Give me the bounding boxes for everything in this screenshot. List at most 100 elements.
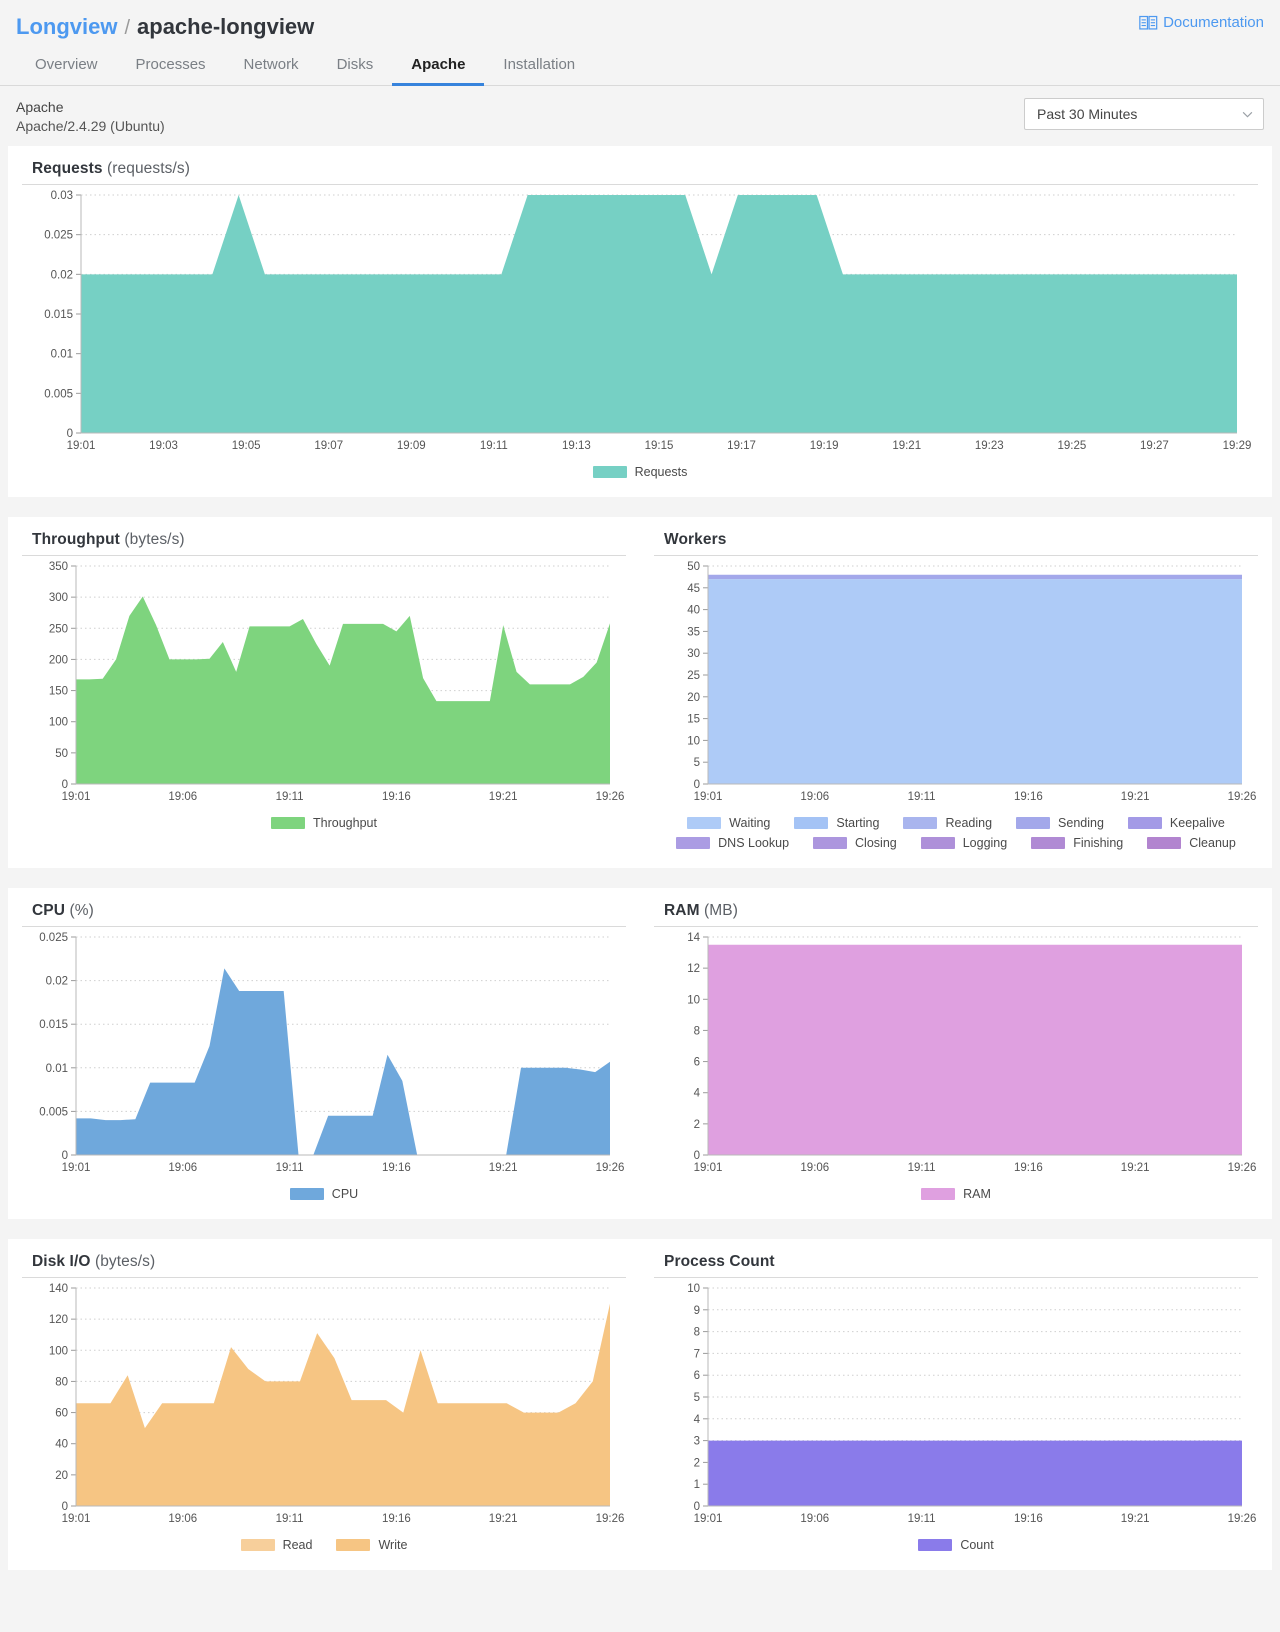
chart-title-process_count: Process Count	[664, 1253, 1258, 1271]
x-tick-label: 19:01	[694, 791, 723, 803]
chart-divider	[654, 925, 1258, 927]
x-tick-label: 19:21	[489, 1162, 518, 1174]
tab-overview[interactable]: Overview	[16, 50, 117, 86]
series-area-ram	[708, 944, 1242, 1155]
legend-label: Write	[378, 1537, 408, 1552]
tab-label: Processes	[135, 56, 206, 73]
legend-label: Read	[282, 1537, 313, 1552]
plot-area-throughput: 0 50 100 150 200 250 300 350 19:01 19:06 19:11 19:1…	[49, 561, 625, 803]
chart-title-workers: Workers	[664, 531, 1258, 549]
legend-swatch-icon	[813, 836, 848, 849]
plot-area-ram: 0 2 4 6 8 10 12 14 19:01 19:06 19:11 19:16 19:21 19:2…	[687, 932, 1256, 1174]
x-tick-label: 19:11	[276, 1162, 304, 1174]
y-tick-label: 12	[687, 963, 700, 975]
chart-divider	[22, 183, 1258, 185]
legend-swatch-icon	[903, 816, 938, 829]
plot-area-disk_io: 0 20 40 60 80 100 120 140 19:01 19:06 19:11 19:16 19…	[49, 1283, 625, 1525]
row-gap	[0, 1218, 1280, 1239]
tab-installation[interactable]: Installation	[484, 50, 594, 86]
y-tick-label: 0.025	[44, 229, 73, 241]
plot-wrapper: 0 5 10 15 20 25 30 35 40 45 50 19:01 19:06 19:11 19:16…	[654, 558, 1258, 808]
tab-disks[interactable]: Disks	[318, 50, 393, 86]
y-tick-label: 0.02	[51, 269, 73, 281]
x-tick-label: 19:17	[727, 440, 756, 452]
x-tick-label: 19:01	[694, 1513, 723, 1525]
x-tick-label: 19:16	[382, 1513, 411, 1525]
time-range-select[interactable]: Past 30 Minutes	[1024, 98, 1264, 130]
legend-swatch-icon	[240, 1538, 275, 1551]
breadcrumb-root-link[interactable]: Longview	[16, 14, 118, 39]
legend-swatch-icon	[1016, 816, 1051, 829]
plot-wrapper: 0 1 2 3 4 5 6 7 8 9 10 19:01 19:06 19:11 19:16 19:21 19:…	[654, 1280, 1258, 1530]
legend-label: Finishing	[1073, 835, 1124, 850]
y-tick-label: 0.01	[46, 1063, 68, 1075]
tab-label: Apache	[411, 56, 466, 73]
y-tick-label: 10	[687, 735, 700, 747]
legend-item-throughput[interactable]: Throughput	[271, 816, 377, 830]
legend-process_count: Count	[654, 1530, 1258, 1564]
y-tick-label: 30	[687, 648, 700, 660]
chart-disk_io: Disk I/O (bytes/s) 0 20 40 60 80 100 120 140 19:0…	[8, 1238, 640, 1570]
legend-item-read[interactable]: Read	[240, 1537, 313, 1552]
legend-item-sending[interactable]: Sending	[1016, 816, 1104, 830]
sub-header: Apache Apache/2.4.29 (Ubuntu) Past 30 Mi…	[0, 86, 1280, 146]
legend-item-count[interactable]: Count	[918, 1538, 994, 1552]
tab-apache[interactable]: Apache	[392, 50, 485, 86]
x-tick-label: 19:01	[62, 1513, 91, 1525]
y-tick-label: 120	[49, 1314, 68, 1326]
chart-divider	[654, 1276, 1258, 1278]
legend-item-logging[interactable]: Logging	[920, 836, 1007, 850]
legend-item-cpu[interactable]: CPU	[289, 1187, 358, 1201]
x-tick-label: 19:06	[168, 791, 197, 803]
tab-network[interactable]: Network	[225, 50, 318, 86]
y-tick-label: 14	[687, 932, 700, 944]
legend-ram: RAM	[654, 1179, 1258, 1213]
x-tick-label: 19:21	[489, 1513, 518, 1525]
y-tick-label: 0	[62, 779, 68, 791]
legend-item-waiting[interactable]: Waiting	[687, 816, 770, 830]
legend-item-starting[interactable]: Starting	[794, 816, 879, 830]
plot-wrapper: 0 0.005 0.01 0.015 0.02 0.025 19:01 19:06 19:11 1…	[22, 929, 626, 1179]
chart-unit-text: (requests/s)	[102, 159, 191, 177]
legend-item-dns-lookup[interactable]: DNS Lookup	[676, 836, 789, 850]
y-tick-label: 0.015	[39, 1019, 68, 1031]
x-tick-label: 19:06	[168, 1513, 197, 1525]
chart-divider	[22, 1276, 626, 1278]
panel-throughput: Throughput (bytes/s) 0 50 100 150 200 250 300 35…	[8, 516, 640, 868]
tab-label: Overview	[35, 56, 98, 73]
y-tick-label: 0	[694, 1501, 700, 1513]
legend-item-write[interactable]: Write	[336, 1538, 407, 1552]
documentation-label: Documentation	[1163, 14, 1264, 31]
tab-processes[interactable]: Processes	[117, 50, 225, 86]
y-tick-label: 35	[687, 626, 700, 638]
breadcrumb-separator: /	[124, 17, 131, 39]
y-tick-label: 200	[49, 654, 68, 666]
x-tick-label: 19:11	[276, 1513, 304, 1525]
y-tick-label: 0.015	[44, 309, 73, 321]
y-tick-label: 7	[694, 1348, 700, 1360]
series-area-write	[76, 1303, 610, 1506]
x-tick-label: 19:06	[800, 791, 829, 803]
legend-label: Starting	[836, 815, 880, 830]
plot-wrapper: 0 2 4 6 8 10 12 14 19:01 19:06 19:11 19:16 19:21 19:2…	[654, 929, 1258, 1179]
y-tick-label: 4	[694, 1414, 701, 1426]
legend-item-reading[interactable]: Reading	[903, 816, 992, 830]
legend-item-closing[interactable]: Closing	[813, 836, 897, 850]
legend-item-requests[interactable]: Requests	[592, 465, 687, 479]
legend-item-ram[interactable]: RAM	[921, 1187, 991, 1201]
book-icon	[1139, 15, 1158, 30]
x-tick-label: 19:19	[810, 440, 839, 452]
x-tick-label: 19:15	[645, 440, 674, 452]
row-gap	[0, 867, 1280, 888]
legend-item-keepalive[interactable]: Keepalive	[1127, 816, 1225, 830]
legend-item-finishing[interactable]: Finishing	[1031, 836, 1123, 850]
y-tick-label: 40	[687, 604, 700, 616]
y-tick-label: 3	[694, 1435, 700, 1447]
x-tick-label: 19:26	[596, 1513, 625, 1525]
y-tick-label: 20	[687, 692, 700, 704]
y-tick-label: 0.03	[51, 190, 73, 202]
y-tick-label: 6	[694, 1370, 700, 1382]
legend-item-cleanup[interactable]: Cleanup	[1147, 836, 1236, 850]
legend-swatch-icon	[1031, 836, 1066, 849]
documentation-link[interactable]: Documentation	[1139, 14, 1264, 31]
